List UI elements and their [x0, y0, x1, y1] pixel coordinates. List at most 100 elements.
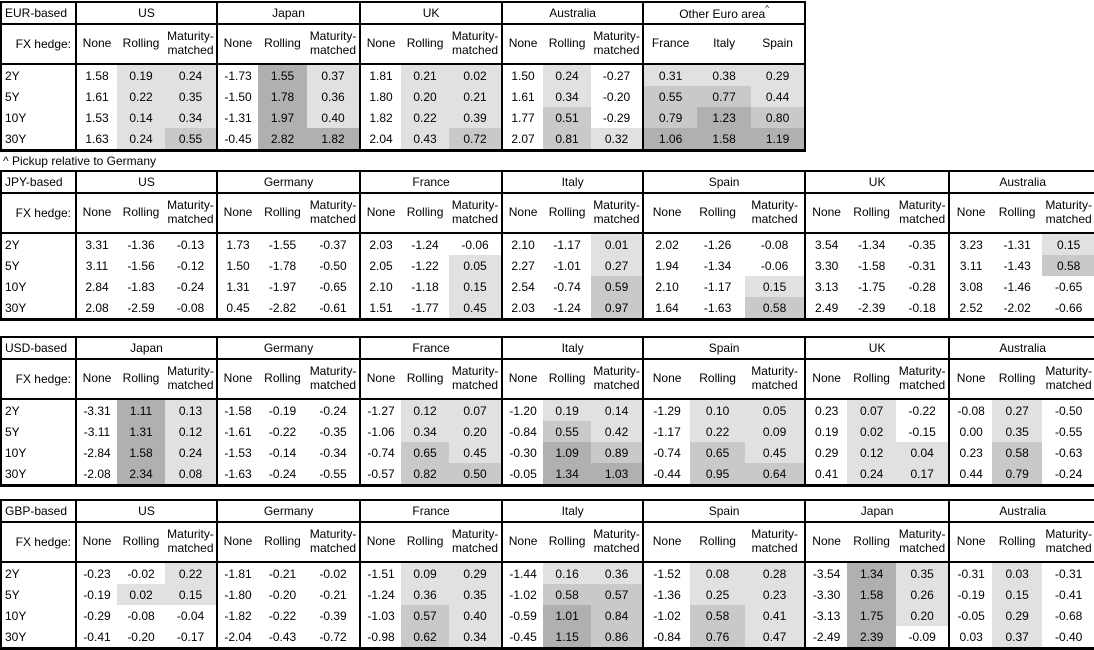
- value-cell: -1.75: [847, 276, 897, 297]
- value-cell: 2.10: [359, 276, 402, 297]
- table-row: 2Y 1.58 0.19 0.24 -1.73 1.55 0.37 1.81 0.21 0.02 1…: [1, 64, 806, 86]
- value-cell: -3.54: [804, 562, 848, 584]
- value-cell: -0.63: [1042, 442, 1094, 463]
- value-cell: -0.84: [642, 626, 691, 649]
- hedge-col-header: None: [216, 522, 259, 563]
- value-cell: 0.24: [847, 463, 897, 486]
- value-cell: -0.06: [745, 255, 806, 276]
- value-cell: 0.89: [591, 442, 644, 463]
- value-cell: -1.17: [642, 421, 691, 442]
- value-cell: 0.29: [751, 64, 806, 86]
- value-cell: 0.57: [401, 605, 450, 626]
- value-cell: -0.41: [75, 626, 117, 649]
- value-cell: 0.17: [896, 463, 950, 486]
- value-cell: 3.30: [804, 255, 848, 276]
- section-label: EUR-based: [1, 2, 77, 25]
- table-section-usd: USD-based Japan Germany France Italy Spain UK A…: [0, 336, 1094, 487]
- value-cell: 0.24: [117, 128, 165, 151]
- value-cell: 0.42: [591, 421, 644, 442]
- value-cell: -1.80: [216, 584, 259, 605]
- value-cell: -0.12: [165, 255, 218, 276]
- value-cell: 0.43: [401, 128, 450, 151]
- value-cell: 0.19: [804, 421, 848, 442]
- value-cell: -0.55: [1042, 421, 1094, 442]
- hedge-col-header: Rolling: [992, 193, 1043, 234]
- hedge-col-header: Rolling: [258, 359, 308, 400]
- value-cell: 0.26: [896, 584, 950, 605]
- tenor-label: 10Y: [1, 605, 77, 626]
- value-cell: -3.30: [804, 584, 848, 605]
- hedge-col-header: None: [359, 24, 402, 65]
- value-cell: -0.20: [117, 626, 165, 649]
- value-cell: -1.01: [543, 255, 592, 276]
- hedge-col-header: Maturity-matched: [307, 522, 361, 563]
- value-cell: 0.29: [804, 442, 848, 463]
- value-cell: 1.09: [543, 442, 592, 463]
- value-cell: 0.19: [543, 399, 592, 421]
- hedge-col-header: None: [216, 193, 259, 234]
- value-cell: 1.75: [847, 605, 897, 626]
- value-cell: 3.23: [948, 233, 993, 255]
- country-header: Germany: [216, 500, 361, 523]
- value-cell: 1.34: [847, 562, 897, 584]
- value-cell: -0.24: [1042, 463, 1094, 486]
- hedge-col-header: Maturity-matched: [1042, 193, 1094, 234]
- country-header: Italy: [501, 171, 644, 194]
- value-cell: -0.02: [307, 562, 361, 584]
- section-gap: [0, 487, 1094, 499]
- value-cell: 0.81: [543, 128, 592, 151]
- country-header: Australia: [948, 337, 1094, 360]
- value-cell: 0.97: [591, 297, 644, 320]
- section-label: JPY-based: [1, 171, 77, 194]
- value-cell: 1.61: [501, 86, 544, 107]
- value-cell: 0.10: [690, 399, 746, 421]
- value-cell: 0.59: [591, 276, 644, 297]
- value-cell: -1.56: [117, 255, 165, 276]
- value-cell: 0.55: [543, 421, 592, 442]
- hedge-col-header: Rolling: [543, 359, 592, 400]
- footnote: ^ Pickup relative to Germany: [3, 154, 157, 168]
- value-cell: 2.08: [75, 297, 117, 320]
- value-cell: 0.23: [804, 399, 848, 421]
- value-cell: -1.83: [117, 276, 165, 297]
- value-cell: 0.02: [117, 584, 165, 605]
- value-cell: -0.15: [896, 421, 950, 442]
- value-cell: -0.13: [165, 233, 218, 255]
- hedge-col-header: None: [501, 359, 544, 400]
- hedge-col-header: Spain: [751, 24, 806, 65]
- country-header: Germany: [216, 171, 361, 194]
- value-cell: 0.24: [165, 442, 218, 463]
- value-cell: 1.19: [751, 128, 806, 151]
- value-cell: -0.20: [591, 86, 644, 107]
- value-cell: -0.22: [258, 605, 308, 626]
- value-cell: -1.06: [359, 421, 402, 442]
- country-header: Japan: [804, 500, 950, 523]
- hedge-col-header: Maturity-matched: [449, 193, 503, 234]
- value-cell: 0.16: [543, 562, 592, 584]
- value-cell: -0.31: [948, 562, 993, 584]
- value-cell: 2.07: [501, 128, 544, 151]
- hedge-col-header: None: [642, 359, 691, 400]
- value-cell: 0.15: [992, 584, 1043, 605]
- table-row: 5Y -3.11 1.31 0.12 -1.61 -0.22 -0.35 -1.06 0.34 0…: [1, 421, 1094, 442]
- value-cell: -3.31: [75, 399, 117, 421]
- value-cell: -1.50: [216, 86, 259, 107]
- hedge-col-header: None: [948, 522, 993, 563]
- value-cell: 1.15: [543, 626, 592, 649]
- value-cell: -1.17: [543, 233, 592, 255]
- value-cell: 0.45: [449, 297, 503, 320]
- value-cell: 1.80: [359, 86, 402, 107]
- hedge-col-header: None: [216, 24, 259, 65]
- country-header-row: USD-based Japan Germany France Italy Spain UK A…: [1, 337, 1094, 360]
- value-cell: 2.49: [804, 297, 848, 320]
- hedge-col-header: Maturity-matched: [591, 24, 644, 65]
- value-cell: 0.20: [401, 86, 450, 107]
- hedge-col-header: Rolling: [690, 359, 746, 400]
- value-cell: -0.45: [501, 626, 544, 649]
- value-cell: 1.58: [117, 442, 165, 463]
- value-cell: -0.17: [165, 626, 218, 649]
- value-cell: -0.08: [165, 297, 218, 320]
- value-cell: 0.80: [751, 107, 806, 128]
- country-header: Other Euro area^: [642, 2, 806, 25]
- hedge-col-header: None: [359, 522, 402, 563]
